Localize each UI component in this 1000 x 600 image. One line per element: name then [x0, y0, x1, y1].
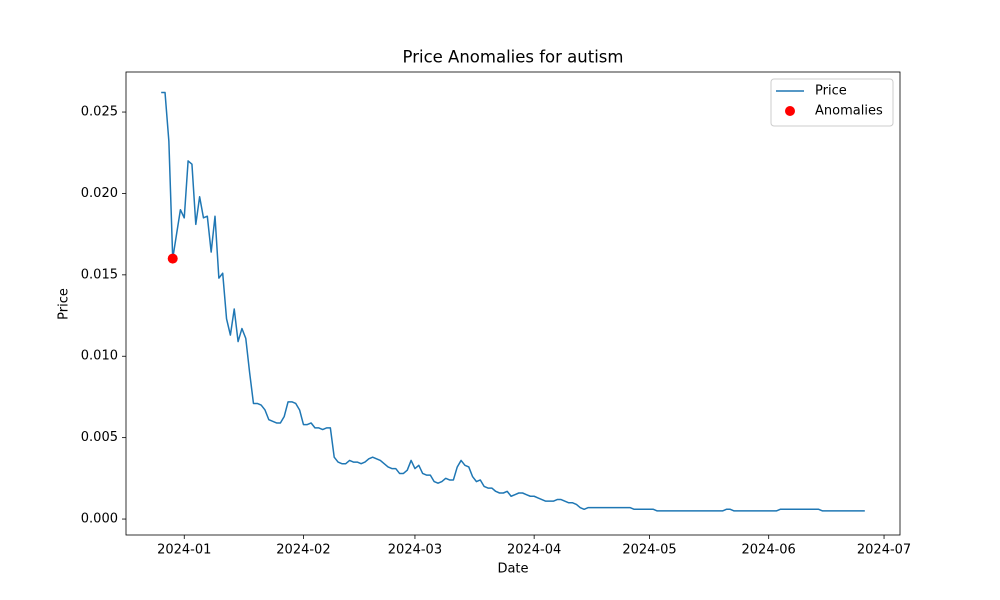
x-tick-label: 2024-06 [742, 543, 796, 558]
price-line [161, 91, 865, 512]
x-tick-label: 2024-02 [276, 543, 330, 558]
legend-label: Anomalies [815, 104, 883, 119]
y-tick-label: 0.020 [81, 186, 118, 201]
x-tick-label: 2024-07 [857, 543, 911, 558]
y-tick-label: 0.015 [81, 267, 118, 282]
y-tick-label: 0.005 [81, 430, 118, 445]
y-tick-label: 0.000 [81, 512, 118, 527]
y-axis-label: Price [57, 288, 72, 320]
y-tick-label: 0.025 [81, 105, 118, 120]
plot-frame [125, 71, 901, 536]
legend-marker [785, 106, 795, 116]
x-tick-label: 2024-04 [507, 543, 561, 558]
x-tick-label: 2024-05 [622, 543, 676, 558]
y-tick-label: 0.010 [81, 349, 118, 364]
x-tick-label: 2024-01 [157, 543, 211, 558]
x-tick-label: 2024-03 [388, 543, 442, 558]
anomaly-point [167, 253, 178, 264]
x-axis-label: Date [497, 562, 528, 577]
chart-title: Price Anomalies for autism [403, 48, 624, 67]
legend-label: Price [815, 84, 847, 99]
